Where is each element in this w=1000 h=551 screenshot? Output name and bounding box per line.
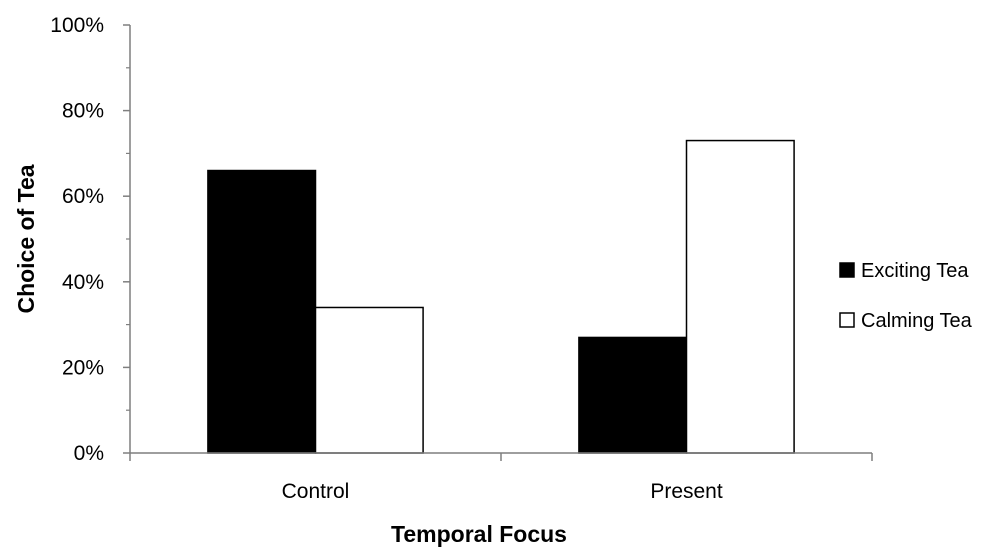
legend-swatch — [839, 312, 855, 328]
bar-calming-tea-control — [314, 306, 424, 454]
legend-label: Calming Tea — [861, 310, 973, 332]
x-category-label: Present — [650, 480, 723, 503]
bar-exciting-tea-present — [578, 336, 688, 454]
y-tick-label: 60% — [62, 185, 104, 208]
x-category-label: Control — [282, 480, 350, 503]
y-tick-label: 20% — [62, 356, 104, 379]
y-tick-label: 0% — [74, 442, 104, 465]
y-axis-title: Choice of Tea — [13, 164, 39, 313]
bar-calming-tea-present — [685, 139, 795, 454]
bars — [207, 139, 795, 454]
y-axis-ticks — [123, 24, 130, 454]
x-tick-labels: Control Present — [282, 480, 723, 503]
y-tick-labels: 0% 20% 40% 60% 80% 100% — [50, 14, 104, 465]
legend: Exciting Tea Calming Tea — [839, 260, 973, 332]
y-tick-label: 80% — [62, 100, 104, 123]
y-tick-label: 40% — [62, 271, 104, 294]
x-axis-title: Temporal Focus — [391, 521, 567, 547]
axes — [129, 25, 872, 454]
x-axis-ticks — [129, 453, 873, 461]
bar-exciting-tea-control — [207, 169, 317, 454]
y-tick-label: 100% — [50, 14, 104, 37]
legend-item: Calming Tea — [839, 310, 973, 332]
legend-label: Exciting Tea — [861, 260, 969, 282]
legend-swatch — [839, 262, 855, 278]
legend-item: Exciting Tea — [839, 260, 969, 282]
